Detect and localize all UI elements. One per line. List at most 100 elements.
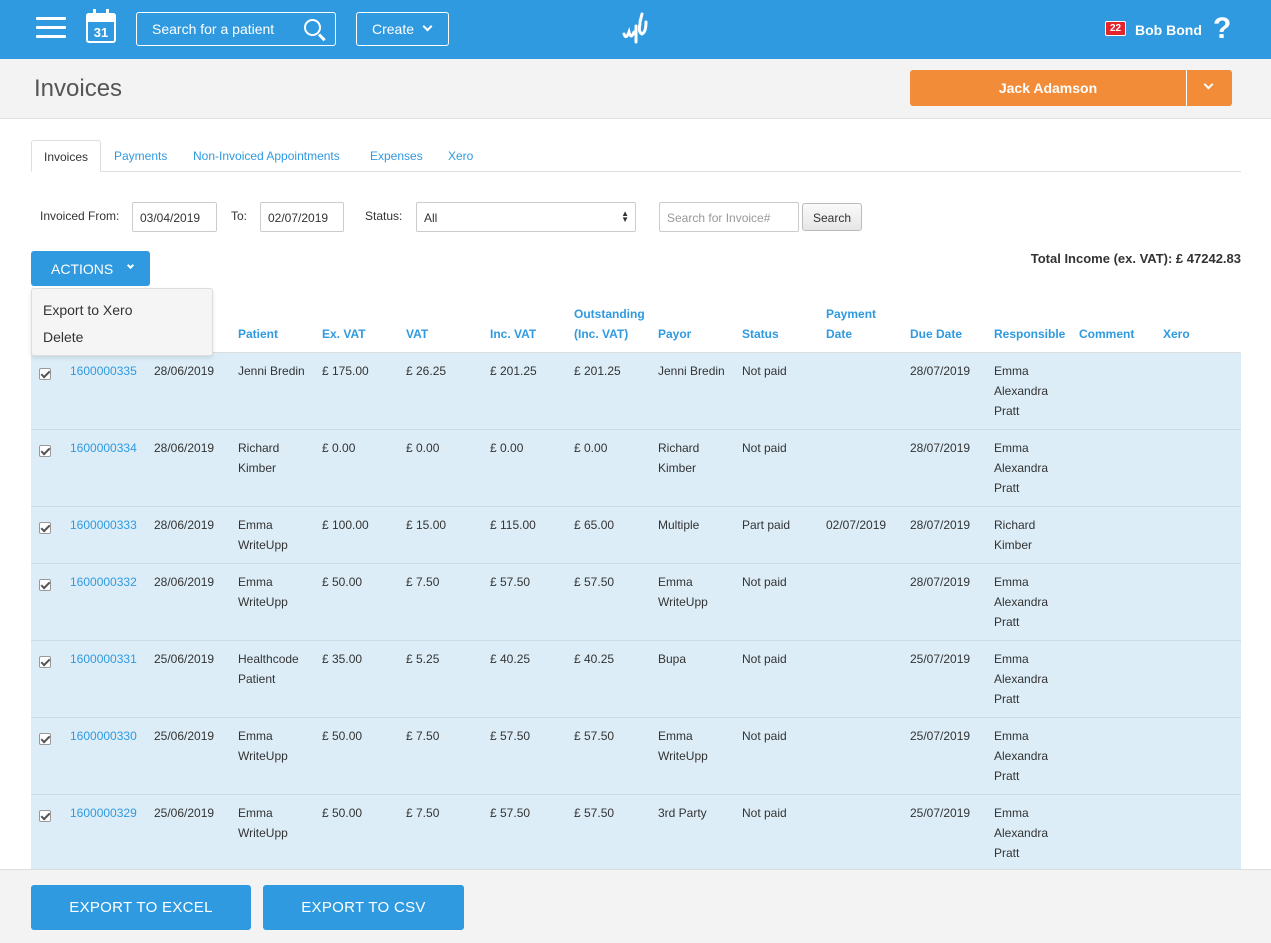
actions-button[interactable]: ACTIONS bbox=[31, 251, 150, 286]
cell-invoice-number[interactable]: 1600000332 bbox=[70, 575, 137, 589]
cell-due-date: 25/07/2019 bbox=[910, 729, 971, 743]
cell-invoice-number[interactable]: 1600000334 bbox=[70, 441, 137, 455]
app-logo[interactable] bbox=[620, 12, 652, 48]
column-header-inc-vat[interactable]: Inc. VAT bbox=[490, 327, 537, 341]
column-header-outstanding[interactable]: Outstanding (Inc. VAT) bbox=[574, 304, 645, 344]
cell-invoice-number[interactable]: 1600000335 bbox=[70, 364, 137, 378]
row-checkbox[interactable] bbox=[39, 445, 51, 457]
search-button[interactable]: Search bbox=[802, 203, 862, 231]
cell-invoice-number[interactable]: 1600000331 bbox=[70, 652, 137, 666]
cell-responsible-line: Richard bbox=[994, 518, 1036, 532]
cell-responsible: Emma Alexandra Pratt bbox=[994, 803, 1048, 863]
export-to-csv-button[interactable]: EXPORT TO CSV bbox=[263, 885, 464, 930]
row-checkbox[interactable] bbox=[39, 733, 51, 745]
notification-badge[interactable]: 22 bbox=[1105, 21, 1127, 36]
column-header-responsible[interactable]: Responsible bbox=[994, 327, 1066, 341]
table-row[interactable]: 1600000332 28/06/2019 Emma WriteUpp £ 50.00 £… bbox=[31, 564, 1241, 641]
cell-due-date: 25/07/2019 bbox=[910, 806, 971, 820]
cell-payor: Emma WriteUpp bbox=[658, 726, 708, 766]
cell-status: Part paid bbox=[742, 518, 791, 532]
cell-payor: Emma WriteUpp bbox=[658, 572, 708, 612]
row-checkbox[interactable] bbox=[39, 522, 51, 534]
column-header-vat[interactable]: VAT bbox=[406, 327, 429, 341]
invoiced-to-field[interactable]: 02/07/2019 bbox=[260, 202, 344, 232]
cell-patient-line: WriteUpp bbox=[238, 749, 288, 763]
cell-responsible-line: Pratt bbox=[994, 481, 1020, 495]
cell-payor-line: Emma bbox=[658, 729, 693, 743]
cell-invoice-number[interactable]: 1600000330 bbox=[70, 729, 137, 743]
column-header-payment-date[interactable]: Payment Date bbox=[826, 304, 876, 344]
table-row[interactable]: 1600000334 28/06/2019 Richard Kimber £ 0.00 £… bbox=[31, 430, 1241, 507]
patient-search-input[interactable]: Search for a patient bbox=[136, 12, 336, 46]
column-header-xero[interactable]: Xero bbox=[1163, 327, 1190, 341]
row-checkbox[interactable] bbox=[39, 656, 51, 668]
cell-outstanding: £ 65.00 bbox=[574, 518, 615, 532]
tab-non-invoiced-appointments[interactable]: Non-Invoiced Appointments bbox=[193, 149, 340, 163]
tab-expenses[interactable]: Expenses bbox=[370, 149, 423, 163]
column-header-due-date[interactable]: Due Date bbox=[910, 327, 963, 341]
tab-xero[interactable]: Xero bbox=[448, 149, 474, 163]
column-header-payment-date-line1: Payment bbox=[826, 307, 877, 321]
cell-payor-line: Jenni Bredin bbox=[658, 364, 725, 378]
cell-responsible: Emma Alexandra Pratt bbox=[994, 438, 1048, 498]
menu-item-delete[interactable]: Delete bbox=[43, 329, 84, 345]
table-row[interactable]: 1600000331 25/06/2019 Healthcode Patient £ 3… bbox=[31, 641, 1241, 718]
cell-status: Not paid bbox=[742, 729, 787, 743]
cell-responsible-line: Kimber bbox=[994, 538, 1033, 552]
cell-patient: Emma WriteUpp bbox=[238, 515, 288, 555]
column-header-outstanding-line2: (Inc. VAT) bbox=[574, 327, 629, 341]
column-header-patient[interactable]: Patient bbox=[238, 327, 279, 341]
column-header-comment[interactable]: Comment bbox=[1079, 327, 1135, 341]
cell-patient-line: Jenni Bredin bbox=[238, 364, 305, 378]
cell-responsible-line: Pratt bbox=[994, 404, 1020, 418]
search-icon[interactable] bbox=[303, 18, 326, 42]
cell-patient-line: Emma bbox=[238, 575, 273, 589]
cell-responsible-line: Pratt bbox=[994, 846, 1020, 860]
tab-invoices[interactable]: Invoices bbox=[31, 140, 102, 172]
cell-inc-vat: £ 57.50 bbox=[490, 729, 531, 743]
status-select[interactable]: All ▲ ▼ bbox=[416, 202, 636, 232]
cell-invoice-number[interactable]: 1600000333 bbox=[70, 518, 137, 532]
practitioner-name[interactable]: Jack Adamson bbox=[998, 80, 1098, 96]
column-header-ex-vat[interactable]: Ex. VAT bbox=[322, 327, 366, 341]
cell-patient-line: WriteUpp bbox=[238, 826, 288, 840]
cell-invoice-number[interactable]: 1600000329 bbox=[70, 806, 137, 820]
divider bbox=[1186, 70, 1187, 106]
cell-patient: Richard Kimber bbox=[238, 438, 279, 478]
create-button[interactable]: Create bbox=[356, 12, 449, 46]
practitioner-selector[interactable]: Jack Adamson bbox=[910, 70, 1232, 106]
cell-responsible-line: Emma bbox=[994, 575, 1029, 589]
create-label: Create bbox=[372, 21, 415, 37]
calendar-icon[interactable]: 31 bbox=[86, 9, 116, 43]
cell-payor-line: Emma bbox=[658, 575, 693, 589]
menu-icon[interactable] bbox=[36, 17, 66, 41]
table-row[interactable]: 1600000330 25/06/2019 Emma WriteUpp £ 50.00 £… bbox=[31, 718, 1241, 795]
export-to-excel-button[interactable]: EXPORT TO EXCEL bbox=[31, 885, 251, 930]
help-icon[interactable]: ? bbox=[1213, 12, 1232, 45]
tab-payments[interactable]: Payments bbox=[114, 149, 168, 163]
cell-responsible: Emma Alexandra Pratt bbox=[994, 649, 1048, 709]
cell-payor-line: WriteUpp bbox=[658, 595, 708, 609]
cell-patient-line: Patient bbox=[238, 672, 276, 686]
cell-outstanding: £ 57.50 bbox=[574, 729, 615, 743]
invoice-search-input[interactable]: Search for Invoice# bbox=[659, 202, 799, 232]
table-row[interactable]: 1600000335 28/06/2019 Jenni Bredin £ 175.00… bbox=[31, 353, 1241, 430]
row-checkbox[interactable] bbox=[39, 579, 51, 591]
invoiced-from-field[interactable]: 03/04/2019 bbox=[132, 202, 217, 232]
column-header-payor[interactable]: Payor bbox=[658, 327, 692, 341]
chevron-down-icon[interactable] bbox=[1203, 79, 1214, 90]
menu-item-export-to-xero[interactable]: Export to Xero bbox=[43, 302, 133, 318]
user-name[interactable]: Bob Bond bbox=[1135, 22, 1202, 38]
column-header-status[interactable]: Status bbox=[742, 327, 779, 341]
cell-date: 25/06/2019 bbox=[154, 806, 215, 820]
table-row[interactable]: 1600000329 25/06/2019 Emma WriteUpp £ 50.00 £… bbox=[31, 795, 1241, 869]
cell-patient: Healthcode Patient bbox=[238, 649, 299, 689]
cell-responsible: Emma Alexandra Pratt bbox=[994, 572, 1048, 632]
cell-due-date: 28/07/2019 bbox=[910, 364, 971, 378]
cell-responsible-line: Pratt bbox=[994, 769, 1020, 783]
table-row[interactable]: 1600000333 28/06/2019 Emma WriteUpp £ 100.00… bbox=[31, 507, 1241, 564]
cell-payor-line: Multiple bbox=[658, 518, 700, 532]
cell-date: 28/06/2019 bbox=[154, 441, 215, 455]
row-checkbox[interactable] bbox=[39, 368, 51, 380]
row-checkbox[interactable] bbox=[39, 810, 51, 822]
